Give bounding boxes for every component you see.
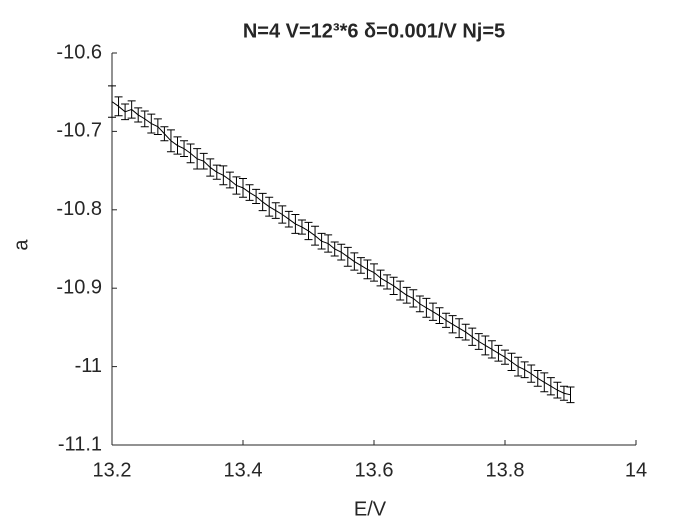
data-line: [111, 101, 571, 396]
x-axis-label: E/V: [354, 498, 387, 520]
y-tick-label: -10.7: [56, 120, 102, 142]
x-tick-label: 13.2: [93, 459, 132, 481]
y-tick-label: -10.6: [56, 41, 102, 63]
y-tick-label: -11: [75, 355, 102, 377]
y-tick-label: -11.1: [58, 433, 102, 455]
y-tick-label: -10.8: [56, 198, 102, 220]
x-tick-label: 14: [625, 459, 647, 481]
y-axis-label: a: [10, 239, 32, 251]
x-tick-label: 13.6: [355, 459, 394, 481]
y-tick-label: -10.9: [56, 276, 102, 298]
chart-title: N=4 V=12³*6 δ=0.001/V Nj=5: [243, 20, 505, 42]
x-tick-label: 13.8: [486, 459, 525, 481]
x-tick-label: 13.4: [224, 459, 263, 481]
